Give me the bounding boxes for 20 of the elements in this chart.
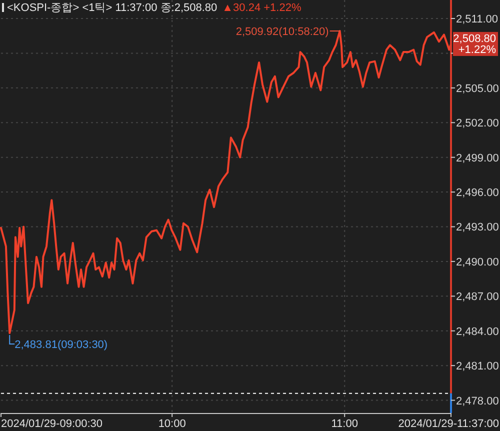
- x-tick-label: 2024/01/29-11:37:00: [398, 418, 499, 430]
- annotation: 2,508.80 +1.22%: [453, 32, 496, 56]
- annotation: 2,509.92(10:58:20): [236, 26, 329, 38]
- y-tick-label: 2,490.00: [456, 256, 499, 268]
- y-tick-label: 2,493.00: [456, 222, 499, 234]
- chart-subtitle: ▲30.24 +1.22%: [222, 2, 302, 14]
- y-tick-label: 2,487.00: [456, 291, 499, 304]
- x-tick-label: 11:00: [331, 418, 358, 430]
- y-tick-label: 2,511.00: [456, 14, 498, 26]
- chart-title: <KOSPI-종합> <1틱> 11:37:00 종:2,508.80: [7, 2, 218, 14]
- y-tick-label: 2,484.00: [456, 326, 499, 338]
- x-tick-label: 10:00: [158, 418, 186, 430]
- y-tick-label: 2,481.00: [456, 360, 499, 373]
- y-tick-label: 2,478.00: [456, 395, 499, 408]
- annotation: 2,483.81(09:03:30): [14, 339, 108, 352]
- y-tick-label: 2,505.00: [456, 82, 499, 95]
- x-tick-label: 2024/01/29-09:00:30: [1, 418, 103, 430]
- y-tick-label: 2,496.00: [456, 187, 499, 200]
- y-tick-label: 2,502.00: [456, 118, 499, 130]
- y-tick-label: 2,499.00: [456, 152, 499, 164]
